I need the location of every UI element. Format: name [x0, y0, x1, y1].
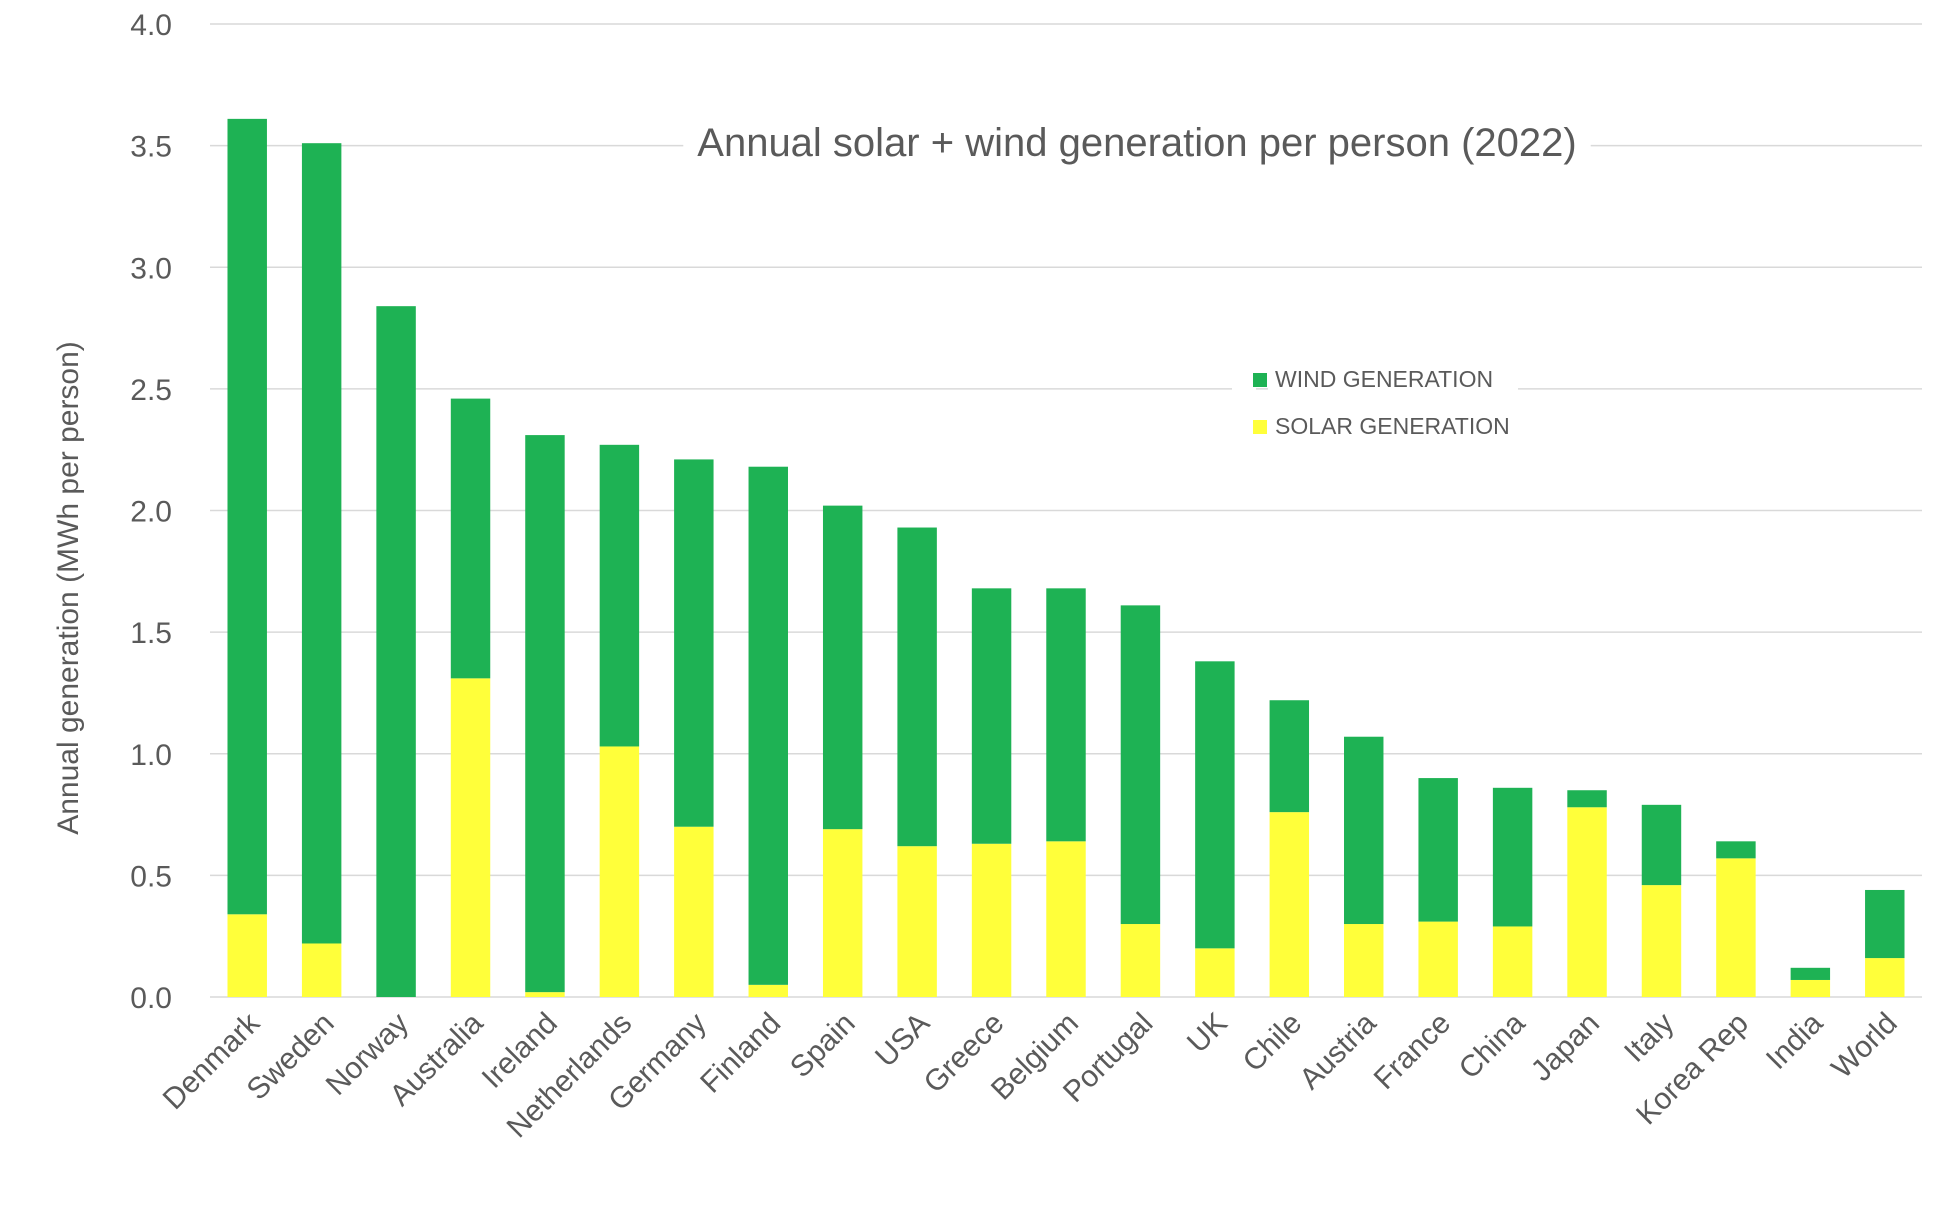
bar-segment-solar-generation: [1269, 812, 1310, 997]
y-tick-label: 3.5: [130, 131, 172, 164]
bar-segment-solar-generation: [822, 829, 863, 997]
y-tick-label: 2.5: [130, 374, 172, 407]
x-tick-label: India: [1760, 1006, 1830, 1076]
bar-segment-solar-generation: [1418, 921, 1458, 997]
legend-label-backdrop: [1268, 409, 1518, 441]
bar-segment-solar-generation: [1120, 924, 1161, 997]
bar-segment-wind-generation: [450, 398, 491, 679]
bar-segment-wind-generation: [674, 459, 714, 827]
bar-segment-wind-generation: [822, 505, 863, 830]
bar-segment-wind-generation: [525, 435, 565, 993]
bars: [227, 118, 1905, 997]
bar-segment-wind-generation: [1790, 967, 1831, 980]
bar-segment-solar-generation: [1716, 858, 1756, 997]
y-tick-label: 1.0: [130, 739, 172, 772]
y-tick-label: 2.0: [130, 496, 172, 529]
bar-segment-wind-generation: [1492, 787, 1533, 927]
y-tick-label: 4.0: [130, 9, 172, 42]
bar-segment-wind-generation: [1344, 736, 1384, 925]
x-tick-label: China: [1453, 1006, 1532, 1085]
bar-segment-solar-generation: [897, 846, 937, 997]
bar-segment-solar-generation: [525, 992, 565, 997]
y-axis-ticks: 0.0 0.5 1.0 1.5 2.0 2.5 3.0 3.5 4.0: [130, 9, 172, 1015]
bar-segment-solar-generation: [450, 678, 491, 997]
legend-backdrop: [1232, 415, 1256, 439]
bar-segment-wind-generation: [1269, 700, 1310, 813]
x-tick-label: Denmark: [157, 1006, 267, 1116]
bar-segment-solar-generation: [971, 843, 1012, 997]
x-tick-label: Japan: [1525, 1007, 1606, 1088]
legend-label: SOLAR GENERATION: [1275, 413, 1510, 439]
bar-segment-wind-generation: [1418, 778, 1458, 922]
bar-segment-solar-generation: [1865, 958, 1905, 997]
legend-backdrop: [1232, 368, 1256, 392]
bar-segment-solar-generation: [599, 746, 640, 997]
bar-segment-solar-generation: [1344, 924, 1384, 997]
legend-label-backdrop: [1268, 362, 1518, 394]
x-tick-label: Italy: [1618, 1007, 1680, 1069]
x-tick-label: World: [1825, 1007, 1903, 1085]
bar-segment-wind-generation: [1716, 841, 1756, 859]
gridlines: [210, 23, 1922, 998]
bar-segment-solar-generation: [1046, 841, 1086, 997]
y-axis-label: Annual generation (MWh per person): [52, 341, 85, 835]
bar-segment-solar-generation: [1790, 979, 1831, 997]
legend: WIND GENERATION SOLAR GENERATION: [1232, 362, 1518, 441]
bar-segment-solar-generation: [1195, 948, 1235, 997]
bar-segment-wind-generation: [1567, 790, 1607, 808]
y-tick-label: 0.5: [130, 860, 172, 893]
y-tick-label: 3.0: [130, 252, 172, 285]
legend-swatch: [1253, 420, 1267, 434]
x-tick-label: Finland: [694, 1007, 787, 1100]
bar-segment-wind-generation: [1195, 661, 1235, 949]
bar-segment-wind-generation: [376, 306, 416, 997]
x-tick-label: France: [1368, 1007, 1457, 1096]
y-tick-label: 1.5: [130, 617, 172, 650]
bar-segment-wind-generation: [301, 143, 342, 944]
legend-label: WIND GENERATION: [1275, 366, 1493, 392]
bar-segment-solar-generation: [674, 826, 714, 997]
bar-segment-wind-generation: [227, 118, 267, 915]
x-axis-ticks: DenmarkSwedenNorwayAustraliaIrelandNethe…: [157, 1006, 1904, 1144]
bar-segment-solar-generation: [1492, 926, 1533, 997]
bar-segment-wind-generation: [748, 466, 788, 985]
legend-swatch: [1253, 373, 1267, 387]
bar-segment-solar-generation: [301, 943, 342, 997]
x-tick-label: Spain: [784, 1007, 862, 1085]
bar-segment-solar-generation: [1567, 807, 1607, 997]
bar-segment-wind-generation: [1120, 605, 1161, 925]
title-backdrop: [683, 117, 1591, 169]
bar-segment-solar-generation: [748, 984, 788, 997]
bar-segment-solar-generation: [1641, 885, 1682, 997]
bar-segment-wind-generation: [1046, 588, 1086, 842]
bar-segment-wind-generation: [897, 527, 937, 847]
bar-segment-wind-generation: [599, 444, 640, 747]
x-tick-label: USA: [869, 1007, 936, 1074]
y-tick-label: 0.0: [130, 982, 172, 1015]
x-tick-label: UK: [1181, 1007, 1234, 1060]
chart-title: Annual solar + wind generation per perso…: [697, 121, 1576, 165]
bar-segment-wind-generation: [1641, 804, 1682, 886]
x-tick-label: Austria: [1293, 1006, 1383, 1096]
bar-segment-wind-generation: [971, 588, 1012, 844]
bar-segment-solar-generation: [227, 914, 267, 997]
bar-segment-wind-generation: [1865, 889, 1905, 959]
